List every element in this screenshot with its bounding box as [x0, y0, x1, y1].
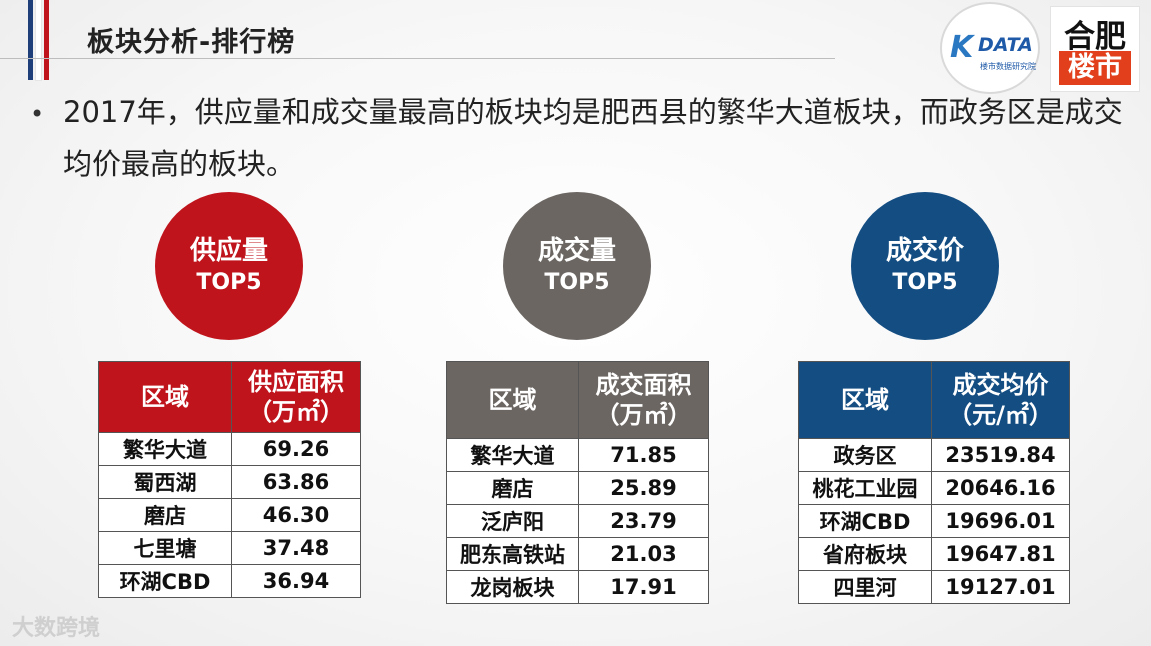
header-stripe-white: [36, 0, 41, 80]
column-header-value: 供应面积 （万㎡）: [231, 361, 361, 433]
supply-table: 区域 供应面积 （万㎡） 繁华大道 69.26 蜀西湖 63.86 磨店 46.30 …: [98, 361, 361, 598]
row-value: 69.26: [231, 432, 361, 466]
row-area: 磨店: [446, 471, 579, 505]
circle-sublabel: TOP5: [544, 270, 610, 295]
supply-top5-circle: 供应量 TOP5: [155, 192, 303, 340]
table-row: 政务区 23519.84: [798, 438, 1070, 472]
table-row: 环湖CBD 36.94: [98, 564, 361, 598]
row-value: 46.30: [231, 498, 361, 532]
price-table: 区域 成交均价 （元/㎡） 政务区 23519.84 桃花工业园 20646.16 …: [798, 361, 1070, 604]
row-value: 36.94: [231, 564, 361, 598]
table-row: 泛庐阳 23.79: [446, 504, 709, 538]
column-header-line2: （万㎡）: [595, 401, 692, 429]
row-value: 23.79: [578, 504, 709, 538]
table-row: 繁华大道 71.85: [446, 438, 709, 472]
table-row: 环湖CBD 19696.01: [798, 504, 1070, 538]
table-header-row: 区域 成交均价 （元/㎡）: [798, 361, 1070, 439]
hefei-logo-bottom: 楼市: [1059, 51, 1131, 85]
price-top5-circle: 成交价 TOP5: [851, 192, 999, 340]
table-header-row: 区域 供应面积 （万㎡）: [98, 361, 361, 433]
table-row: 磨店 46.30: [98, 498, 361, 532]
row-area: 繁华大道: [446, 438, 579, 472]
row-area: 桃花工业园: [798, 471, 932, 505]
summary-text: 2017年，供应量和成交量最高的板块均是肥西县的繁华大道板块，而政务区是成交均价…: [63, 95, 1123, 181]
row-area: 四里河: [798, 570, 932, 604]
watermark: 大数跨境: [12, 616, 101, 641]
volume-table: 区域 成交面积 （万㎡） 繁华大道 71.85 磨店 25.89 泛庐阳 23.79 …: [446, 361, 709, 604]
kdata-logo: K DATA 楼市数据研究院: [940, 2, 1040, 94]
column-header-line1: 供应面积: [248, 368, 344, 396]
header-stripe-blue: [28, 0, 33, 80]
row-area: 环湖CBD: [798, 504, 932, 538]
row-value: 20646.16: [931, 471, 1070, 505]
row-area: 繁华大道: [98, 432, 232, 466]
kdata-logo-k: K: [950, 30, 974, 65]
table-row: 七里塘 37.48: [98, 531, 361, 565]
row-value: 21.03: [578, 537, 709, 571]
table-row: 四里河 19127.01: [798, 570, 1070, 604]
table-row: 磨店 25.89: [446, 471, 709, 505]
bullet-icon: •: [30, 100, 45, 128]
column-header-line2: （万㎡）: [248, 398, 344, 426]
column-header-area: 区域: [798, 361, 932, 439]
row-value: 19127.01: [931, 570, 1070, 604]
row-area: 环湖CBD: [98, 564, 232, 598]
column-header-area: 区域: [98, 361, 232, 433]
row-area: 蜀西湖: [98, 465, 232, 499]
table-header-row: 区域 成交面积 （万㎡）: [446, 361, 709, 439]
row-value: 63.86: [231, 465, 361, 499]
table-row: 龙岗板块 17.91: [446, 570, 709, 604]
table-row: 桃花工业园 20646.16: [798, 471, 1070, 505]
row-value: 19696.01: [931, 504, 1070, 538]
row-area: 龙岗板块: [446, 570, 579, 604]
header-stripe-red: [44, 0, 49, 80]
page-title: 板块分析-排行榜: [87, 27, 296, 58]
hefei-loushi-logo: 合肥 楼市: [1050, 6, 1140, 92]
kdata-logo-text: DATA: [978, 34, 1033, 56]
row-area: 省府板块: [798, 537, 932, 571]
table-row: 肥东高铁站 21.03: [446, 537, 709, 571]
column-header-value: 成交均价 （元/㎡）: [931, 361, 1070, 439]
hefei-logo-top: 合肥: [1064, 19, 1126, 55]
table-row: 繁华大道 69.26: [98, 432, 361, 466]
column-header-line1: 成交面积: [595, 371, 692, 399]
column-header-area: 区域: [446, 361, 579, 439]
volume-top5-circle: 成交量 TOP5: [503, 192, 651, 340]
row-area: 泛庐阳: [446, 504, 579, 538]
row-area: 政务区: [798, 438, 932, 472]
table-row: 省府板块 19647.81: [798, 537, 1070, 571]
table-row: 蜀西湖 63.86: [98, 465, 361, 499]
row-value: 19647.81: [931, 537, 1070, 571]
title-divider: [0, 58, 835, 59]
row-area: 磨店: [98, 498, 232, 532]
row-value: 23519.84: [931, 438, 1070, 472]
row-area: 肥东高铁站: [446, 537, 579, 571]
row-value: 25.89: [578, 471, 709, 505]
row-value: 71.85: [578, 438, 709, 472]
column-header-line2: （元/㎡）: [948, 401, 1053, 429]
row-value: 17.91: [578, 570, 709, 604]
circle-sublabel: TOP5: [196, 270, 262, 295]
column-header-value: 成交面积 （万㎡）: [578, 361, 709, 439]
circle-sublabel: TOP5: [892, 270, 958, 295]
circle-label: 成交量: [537, 236, 616, 266]
row-area: 七里塘: [98, 531, 232, 565]
circle-label: 成交价: [885, 236, 964, 266]
kdata-logo-subtitle: 楼市数据研究院: [980, 62, 1036, 71]
column-header-line1: 成交均价: [952, 371, 1049, 399]
row-value: 37.48: [231, 531, 361, 565]
circle-label: 供应量: [189, 236, 268, 266]
